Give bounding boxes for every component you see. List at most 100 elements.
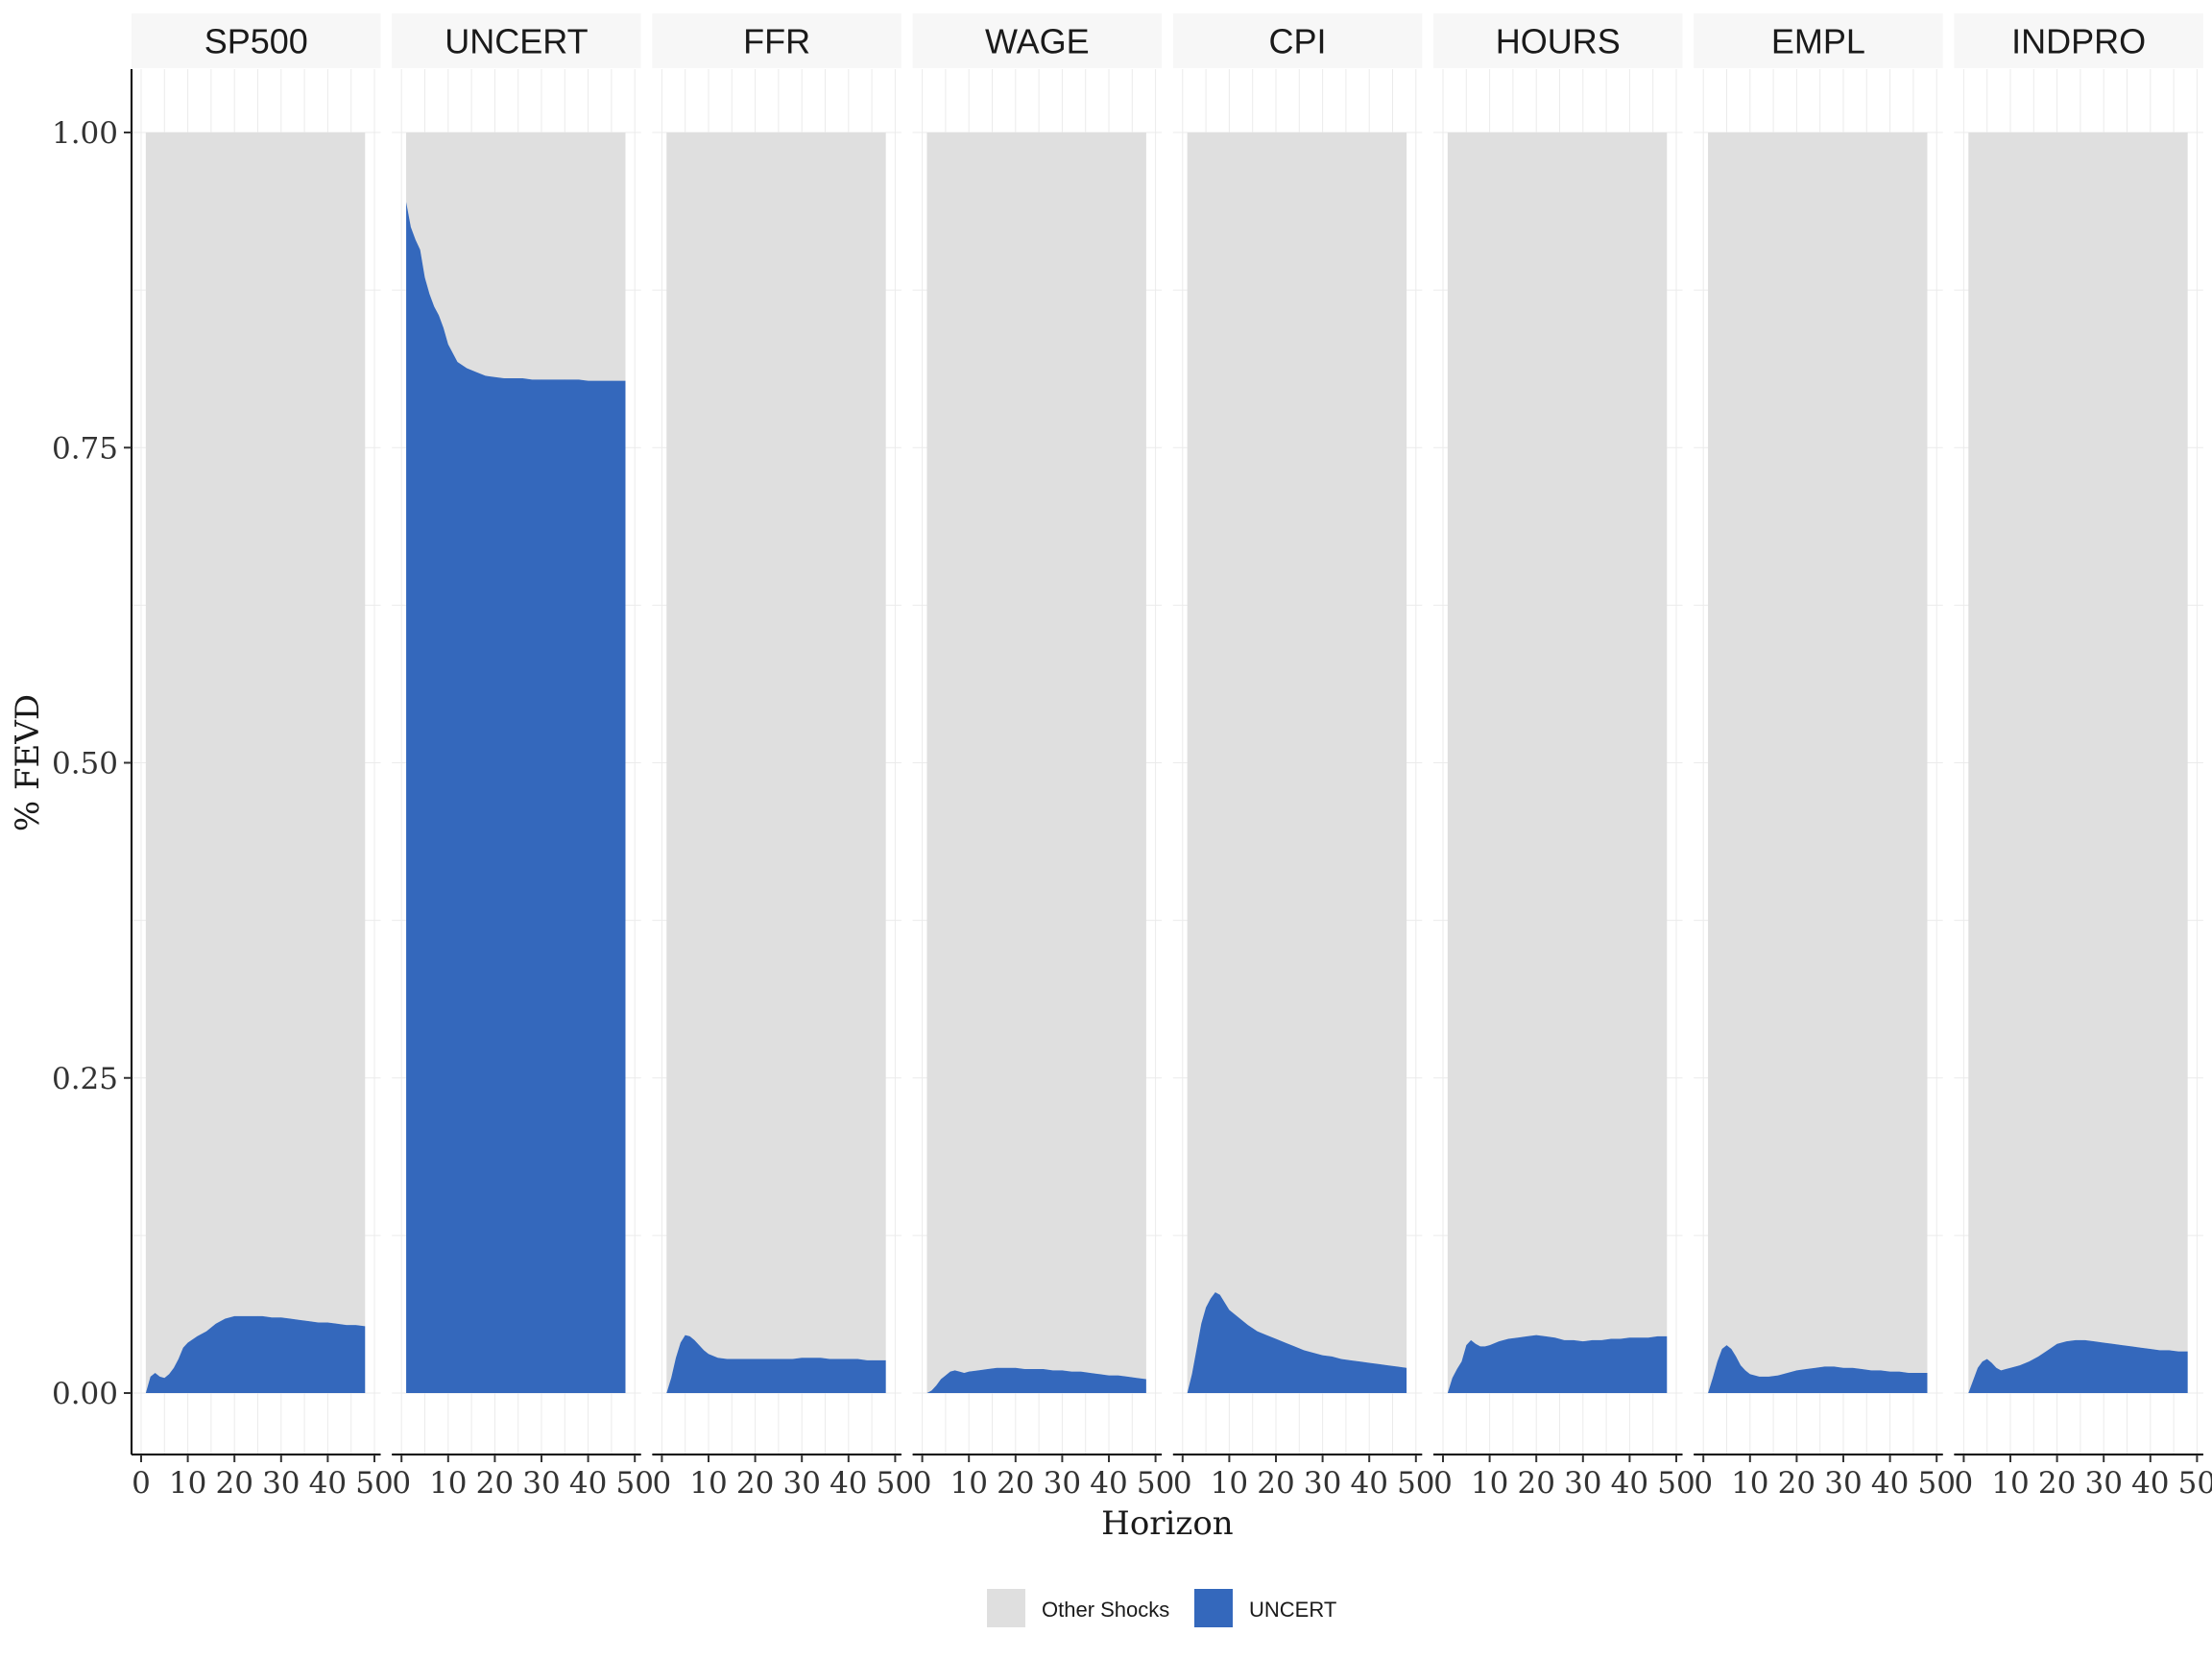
panel-wage: WAGE bbox=[912, 13, 1163, 1393]
area-uncert bbox=[1447, 1334, 1668, 1393]
x-tick-label: 10 bbox=[1731, 1466, 1768, 1501]
strip-label: CPI bbox=[1269, 22, 1327, 61]
x-tick-label: 0 bbox=[913, 1466, 932, 1501]
panel-hours: HOURS bbox=[1433, 13, 1683, 1393]
x-tick-label: 20 bbox=[215, 1466, 252, 1501]
x-tick-label: 10 bbox=[429, 1466, 467, 1501]
x-tick-label: 40 bbox=[309, 1466, 347, 1501]
area-uncert bbox=[145, 1315, 366, 1393]
x-tick-label: 30 bbox=[522, 1466, 560, 1501]
area-other-shocks bbox=[145, 132, 366, 1393]
x-tick-label: 30 bbox=[262, 1466, 300, 1501]
strip-ffr bbox=[652, 13, 902, 68]
panel-ffr: FFR bbox=[652, 13, 902, 1393]
x-tick-label: 10 bbox=[1471, 1466, 1508, 1501]
area-uncert bbox=[406, 202, 626, 1394]
x-tick-label: 50 bbox=[1397, 1466, 1434, 1501]
legend: Other Shocks UNCERT bbox=[987, 1589, 1336, 1627]
x-tick-label: 0 bbox=[132, 1466, 151, 1501]
area-uncert bbox=[1708, 1345, 1928, 1393]
strip-sp500 bbox=[132, 13, 381, 68]
x-tick-label: 50 bbox=[615, 1466, 653, 1501]
x-tick-label: 20 bbox=[476, 1466, 514, 1501]
x-tick-label: 30 bbox=[2084, 1466, 2122, 1501]
x-tick-label: 30 bbox=[1564, 1466, 1601, 1501]
x-tick-label: 0 bbox=[653, 1466, 672, 1501]
area-other-shocks bbox=[926, 132, 1146, 1393]
x-tick-label: 50 bbox=[1137, 1466, 1174, 1501]
y-tick-label: 0.50 bbox=[52, 747, 118, 781]
x-tick-label: 10 bbox=[950, 1466, 987, 1501]
x-tick-label: 0 bbox=[1173, 1466, 1192, 1501]
x-tick-label: 40 bbox=[569, 1466, 607, 1501]
panels-layer: SP500 UNCERT FFR WAGE CPI HOURS EMPL INDPRO bbox=[132, 13, 2203, 1394]
area-other-shocks bbox=[1968, 132, 2188, 1393]
area-uncert bbox=[666, 1334, 886, 1393]
x-tick-label: 50 bbox=[1657, 1466, 1695, 1501]
x-tick-label: 40 bbox=[830, 1466, 867, 1501]
axes-layer: 0.000.250.500.751.000 10 20 30 40 500 10 20 30 40… bbox=[52, 69, 2212, 1501]
strip-label: UNCERT bbox=[445, 22, 588, 61]
strip-hours bbox=[1433, 13, 1683, 68]
strip-label: INDPRO bbox=[2011, 22, 2146, 61]
x-tick-label: 40 bbox=[1871, 1466, 1909, 1501]
strip-label: FFR bbox=[743, 22, 810, 61]
strip-cpi bbox=[1172, 13, 1423, 68]
legend-swatch bbox=[987, 1589, 1025, 1627]
strip-empl bbox=[1694, 13, 1943, 68]
legend-label: Other Shocks bbox=[1042, 1598, 1169, 1622]
x-tick-label: 50 bbox=[877, 1466, 914, 1501]
y-axis-title: % FEVD bbox=[9, 694, 47, 831]
strip-label: HOURS bbox=[1496, 22, 1621, 61]
x-tick-label: 0 bbox=[392, 1466, 411, 1501]
panel-indpro: INDPRO bbox=[1954, 13, 2203, 1393]
area-uncert bbox=[926, 1367, 1146, 1393]
strip-label: EMPL bbox=[1771, 22, 1865, 61]
panel-empl: EMPL bbox=[1694, 13, 1943, 1393]
x-tick-label: 10 bbox=[1211, 1466, 1248, 1501]
strip-label: WAGE bbox=[985, 22, 1090, 61]
x-tick-label: 20 bbox=[1257, 1466, 1294, 1501]
area-other-shocks bbox=[1447, 132, 1668, 1393]
x-tick-label: 20 bbox=[1778, 1466, 1815, 1501]
x-tick-label: 50 bbox=[355, 1466, 393, 1501]
x-tick-label: 10 bbox=[1991, 1466, 2029, 1501]
area-uncert bbox=[1968, 1339, 2188, 1393]
legend-label: UNCERT bbox=[1249, 1598, 1336, 1622]
x-tick-label: 30 bbox=[1304, 1466, 1341, 1501]
y-tick-label: 0.75 bbox=[52, 431, 118, 466]
legend-swatch bbox=[1194, 1589, 1233, 1627]
x-tick-label: 30 bbox=[782, 1466, 820, 1501]
panel-sp500: SP500 bbox=[132, 13, 381, 1393]
area-other-shocks bbox=[1708, 132, 1928, 1393]
area-other-shocks bbox=[1187, 132, 1407, 1393]
x-tick-label: 0 bbox=[1955, 1466, 1974, 1501]
x-tick-label: 50 bbox=[2178, 1466, 2212, 1501]
x-tick-label: 0 bbox=[1694, 1466, 1713, 1501]
area-uncert bbox=[1187, 1291, 1407, 1393]
area-other-shocks bbox=[406, 132, 626, 381]
x-tick-label: 20 bbox=[736, 1466, 774, 1501]
x-tick-label: 50 bbox=[1917, 1466, 1955, 1501]
x-tick-label: 40 bbox=[1090, 1466, 1127, 1501]
x-tick-label: 40 bbox=[1350, 1466, 1387, 1501]
panel-uncert: UNCERT bbox=[392, 13, 641, 1394]
strip-wage bbox=[912, 13, 1163, 68]
strip-uncert bbox=[392, 13, 641, 68]
y-tick-label: 0.00 bbox=[52, 1377, 118, 1411]
x-tick-label: 30 bbox=[1044, 1466, 1081, 1501]
x-tick-label: 30 bbox=[1824, 1466, 1862, 1501]
x-tick-label: 40 bbox=[1611, 1466, 1648, 1501]
strip-indpro bbox=[1954, 13, 2203, 68]
x-tick-label: 0 bbox=[1433, 1466, 1453, 1501]
x-axis-title: Horizon bbox=[1101, 1504, 1234, 1543]
x-tick-label: 10 bbox=[689, 1466, 727, 1501]
strip-label: SP500 bbox=[204, 22, 308, 61]
x-tick-label: 40 bbox=[2131, 1466, 2169, 1501]
y-tick-label: 1.00 bbox=[52, 116, 118, 151]
x-tick-label: 20 bbox=[2038, 1466, 2076, 1501]
x-tick-label: 10 bbox=[169, 1466, 206, 1501]
panel-cpi: CPI bbox=[1172, 13, 1423, 1393]
x-tick-label: 20 bbox=[1517, 1466, 1554, 1501]
